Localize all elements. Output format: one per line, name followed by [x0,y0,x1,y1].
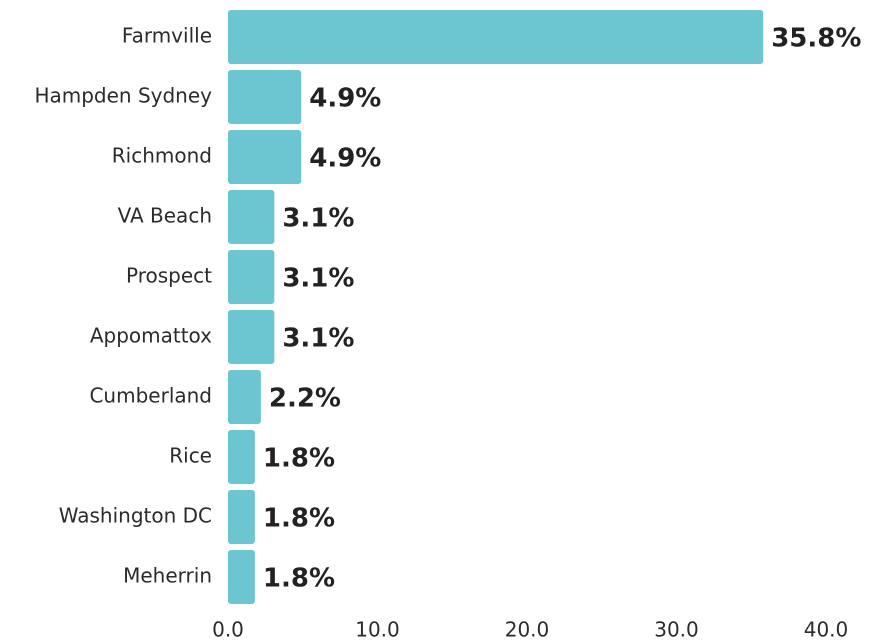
y-tick-label: Appomattox [90,324,212,348]
x-tick-label: 30.0 [654,618,699,642]
y-tick-label: Washington DC [59,504,212,528]
value-label: 3.1% [282,264,354,294]
value-label: 2.2% [269,384,341,414]
x-tick-label: 20.0 [505,618,550,642]
x-tick-label: 40.0 [804,618,849,642]
value-label: 1.8% [263,564,335,594]
bar [228,10,764,64]
value-label: 4.9% [309,84,381,114]
value-label: 1.8% [263,444,335,474]
bar [228,430,255,484]
value-label: 1.8% [263,504,335,534]
x-tick-label: 0.0 [212,618,244,642]
bar [228,70,302,124]
y-tick-label: Meherrin [123,564,212,588]
y-tick-label: Rice [169,444,212,468]
y-tick-label: Hampden Sydney [34,84,212,108]
y-tick-label: Prospect [126,264,212,288]
x-tick-label: 10.0 [355,618,400,642]
bar [228,190,275,244]
y-tick-label: Farmville [122,24,212,48]
value-label: 3.1% [282,324,354,354]
value-label: 4.9% [309,144,381,174]
bar [228,550,255,604]
y-tick-label: VA Beach [118,204,212,228]
bar [228,250,275,304]
bar [228,310,275,364]
bar [228,130,302,184]
value-label: 35.8% [771,24,861,54]
y-tick-label: Richmond [112,144,212,168]
value-label: 3.1% [282,204,354,234]
y-tick-label: Cumberland [89,384,212,408]
bar [228,490,255,544]
bar [228,370,261,424]
